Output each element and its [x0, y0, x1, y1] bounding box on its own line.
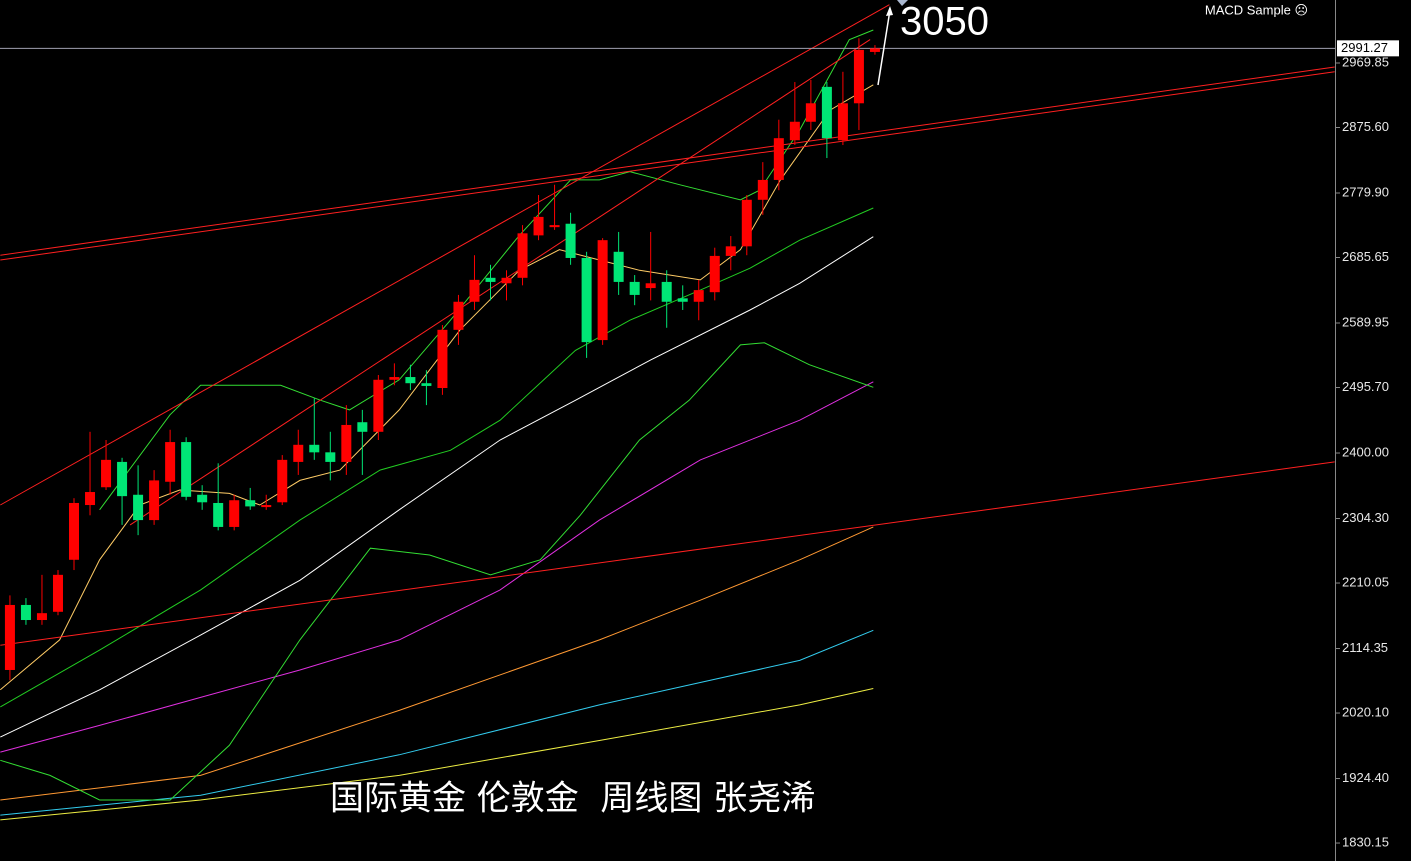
indicator-label: MACD Sample ☹ [1205, 2, 1308, 17]
candle-body [757, 179, 768, 200]
candle-body [661, 281, 672, 302]
price-axis: 1830.15 1924.40 2020.10 2114.35 2210.05 2304.… [1335, 40, 1399, 849]
y-tick-label: 2114.35 [1342, 640, 1388, 655]
candle-body [437, 329, 448, 388]
candle-body [325, 452, 336, 462]
candle-body [245, 500, 256, 507]
candle-body [405, 377, 416, 384]
candle-body [36, 613, 47, 621]
y-tick-label: 2020.10 [1342, 704, 1389, 719]
candle-body [581, 257, 592, 343]
indicator-line [129, 39, 871, 526]
indicator-line [0, 629, 874, 816]
candle-body [773, 138, 784, 180]
candle-body [357, 422, 368, 432]
candle-body [149, 480, 160, 521]
candle-body [389, 377, 400, 380]
y-tick-label: 2589.95 [1342, 314, 1389, 329]
last-price-label: 2991.27 [1341, 40, 1388, 55]
candle-body [517, 233, 528, 278]
candle-body [549, 225, 560, 228]
y-tick-label: 1924.40 [1342, 770, 1389, 785]
candle-body [133, 494, 144, 521]
candle-body [373, 379, 384, 432]
indicator-line [0, 66, 1335, 256]
candle-body [277, 459, 288, 503]
indicator-line [0, 526, 874, 801]
y-tick-label: 2779.90 [1342, 184, 1389, 199]
candle-body [741, 199, 752, 247]
candle-body [421, 383, 432, 386]
candle-body [645, 283, 656, 289]
indicator-line [0, 342, 874, 801]
indicator-line [0, 71, 1335, 261]
target-annotation: 3050 [900, 0, 989, 44]
plot-area [0, 4, 1335, 821]
candle-body [709, 255, 720, 293]
candle-body [805, 103, 816, 122]
candle-body [197, 494, 208, 503]
candle-body [117, 461, 128, 497]
indicator-line [0, 207, 874, 708]
candle-body [533, 216, 544, 236]
y-tick-label: 2400.00 [1342, 444, 1389, 459]
candle-body [101, 459, 112, 488]
indicator-line [0, 236, 874, 738]
candle-body [597, 240, 608, 341]
candle-body [725, 246, 736, 256]
candle-body [693, 290, 704, 302]
candle-body [869, 48, 880, 52]
candle-body [501, 277, 512, 284]
candle-body [565, 223, 576, 258]
candle-body [85, 492, 96, 506]
candle-body [613, 251, 624, 282]
candle-body [69, 502, 80, 560]
candle-body [20, 604, 31, 621]
candle-body [181, 442, 192, 497]
y-tick-label: 1830.15 [1342, 834, 1389, 849]
y-tick-label: 2875.60 [1342, 119, 1389, 134]
annotation-arrow [877, 9, 891, 86]
y-tick-label: 2969.85 [1342, 54, 1389, 69]
indicator-line [0, 4, 890, 506]
candle-body [293, 444, 304, 462]
indicator-line [0, 688, 874, 821]
candle-body [309, 444, 320, 453]
candle-body [261, 505, 272, 508]
y-tick-label: 2210.05 [1342, 574, 1389, 589]
candle-body [453, 301, 464, 330]
candle-body [677, 298, 688, 302]
candle-body [4, 604, 15, 670]
candle-body [229, 500, 240, 527]
arrow-head [886, 6, 893, 16]
caption: 国际黄金 伦敦金 周线图 张尧浠 [330, 779, 815, 819]
candle-body [821, 86, 832, 139]
candle-body [52, 574, 63, 612]
marker [897, 0, 908, 6]
y-tick-label: 2304.30 [1342, 510, 1389, 525]
candle-body [165, 442, 176, 482]
candle-body [837, 103, 848, 141]
candle-body [469, 279, 480, 302]
indicator-line [0, 461, 1335, 646]
candle-body [629, 281, 640, 295]
candle-body [341, 424, 352, 462]
candle-body [853, 49, 864, 104]
last-price-box [1337, 40, 1399, 57]
indicator-line [0, 381, 874, 753]
y-tick-label: 2685.65 [1342, 249, 1389, 264]
candle-body [213, 502, 224, 527]
y-tick-label: 2495.70 [1342, 379, 1389, 394]
candle-body [485, 277, 496, 282]
candle-body [789, 121, 800, 141]
